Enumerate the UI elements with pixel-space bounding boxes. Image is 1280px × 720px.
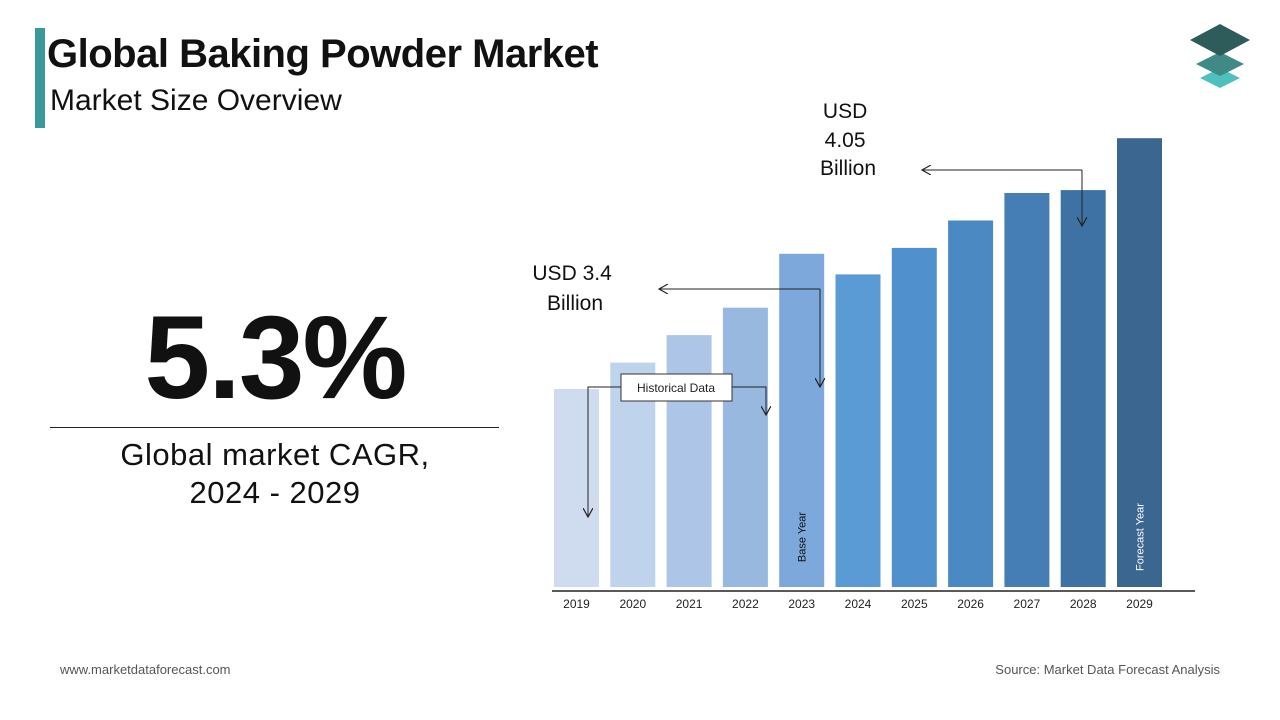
bar-2026: [948, 220, 994, 587]
forecast-year-label: Forecast Year: [1135, 503, 1147, 571]
cagr-label: Global market CAGR, 2024 - 2029: [50, 436, 500, 512]
x-tick-2022: 2022: [732, 597, 759, 611]
bar-2021: [666, 335, 712, 587]
footer-website: www.marketdataforecast.com: [60, 662, 231, 677]
cagr-label-line2: 2024 - 2029: [189, 475, 361, 510]
historical-bracket-arrow-right: [732, 386, 766, 414]
x-tick-2021: 2021: [676, 597, 703, 611]
x-tick-2026: 2026: [957, 597, 984, 611]
page-title: Global Baking Powder Market: [47, 32, 599, 76]
historical-bracket-arrow: [588, 386, 621, 516]
cagr-divider: [50, 427, 499, 428]
company-logo-icon: [1190, 24, 1250, 88]
bar-2029: [1117, 138, 1162, 587]
x-tick-2024: 2024: [845, 597, 872, 611]
bar-2027: [1004, 193, 1050, 587]
bar-2022: [722, 307, 768, 587]
bar-2028: [1060, 190, 1106, 587]
base-callout-label: USD 3.4 Billion: [532, 262, 617, 315]
historical-data-box: [620, 373, 733, 402]
x-tick-2029: 2029: [1126, 597, 1153, 611]
historical-data-label: Historical Data: [637, 381, 715, 395]
x-tick-2027: 2027: [1014, 597, 1041, 611]
x-tick-2019: 2019: [563, 597, 590, 611]
title-accent-bar: [35, 28, 45, 128]
cagr-label-line1: Global market CAGR,: [120, 437, 430, 472]
base-year-label: Base Year: [797, 512, 809, 562]
bar-2024: [835, 274, 881, 587]
bar-2019: [554, 389, 599, 587]
footer-source: Source: Market Data Forecast Analysis: [995, 662, 1220, 677]
cagr-value: 5.3%: [144, 292, 408, 424]
x-tick-2025: 2025: [901, 597, 928, 611]
page-subtitle: Market Size Overview: [50, 84, 342, 117]
x-tick-2028: 2028: [1070, 597, 1097, 611]
bar-2025: [891, 247, 937, 587]
forecast-callout-label: USD 4.05 Billion: [820, 100, 876, 180]
bar-2023: [779, 253, 825, 588]
x-tick-2023: 2023: [788, 597, 815, 611]
x-tick-2020: 2020: [619, 597, 646, 611]
